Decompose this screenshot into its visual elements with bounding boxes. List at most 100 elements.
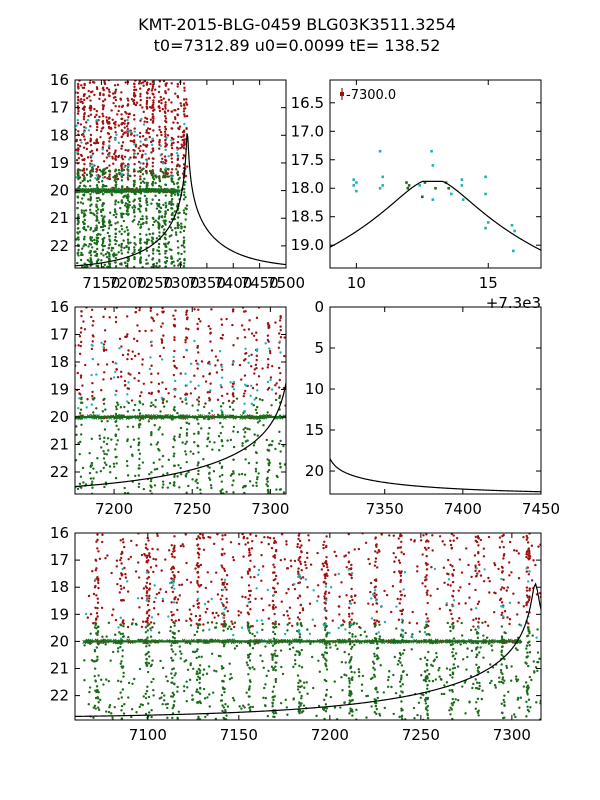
data-point <box>428 633 431 637</box>
data-point <box>248 706 251 710</box>
data-point <box>225 588 228 591</box>
data-point <box>368 562 371 566</box>
data-point <box>179 472 183 476</box>
data-point <box>137 437 140 440</box>
data-point <box>279 351 282 354</box>
data-point <box>184 341 187 344</box>
data-point <box>146 131 149 134</box>
data-point <box>133 236 136 239</box>
data-point <box>122 624 125 628</box>
data-point <box>137 561 140 564</box>
data-point <box>343 701 346 704</box>
data-point <box>134 156 137 159</box>
data-point <box>147 539 150 542</box>
data-point <box>96 576 99 579</box>
data-point <box>375 632 378 635</box>
data-point <box>145 664 149 667</box>
data-point <box>183 191 186 194</box>
data-point <box>472 618 475 622</box>
data-point <box>199 686 202 690</box>
data-point <box>267 363 270 366</box>
data-point <box>219 699 223 702</box>
data-point <box>123 261 127 264</box>
data-point <box>155 207 159 210</box>
data-point <box>119 680 123 683</box>
data-point <box>78 335 82 338</box>
data-point <box>95 219 98 222</box>
data-point <box>348 643 352 646</box>
data-point <box>220 368 224 371</box>
data-point <box>170 586 174 589</box>
data-point <box>126 315 129 318</box>
data-point <box>268 349 272 353</box>
data-point <box>528 587 531 590</box>
data-point <box>133 204 136 207</box>
data-point <box>110 571 113 575</box>
data-point <box>155 264 158 268</box>
data-point <box>185 700 188 703</box>
data-point <box>501 586 504 589</box>
data-point <box>135 623 138 626</box>
data-point <box>179 146 182 150</box>
data-point <box>223 621 226 625</box>
data-point <box>251 705 255 709</box>
data-point <box>157 227 161 230</box>
data-point <box>113 152 116 156</box>
data-point <box>272 563 275 566</box>
data-point <box>133 677 136 681</box>
data-point <box>82 158 86 162</box>
data-point <box>267 444 271 447</box>
data-point <box>101 219 104 223</box>
panel-full-lightcurve: 7150720072507300735074007450750016171819… <box>50 71 305 292</box>
data-point <box>103 485 106 489</box>
data-point <box>225 574 229 577</box>
x-tick-label: 7450 <box>522 500 560 518</box>
data-point <box>151 252 155 255</box>
data-point <box>501 672 504 676</box>
data-point <box>274 578 277 581</box>
data-point <box>122 675 125 678</box>
data-point <box>96 125 99 129</box>
data-point <box>170 146 174 150</box>
data-point <box>83 162 86 166</box>
data-point <box>204 715 207 719</box>
data-point <box>270 388 274 391</box>
data-point <box>274 711 278 715</box>
data-point <box>95 183 99 187</box>
data-point <box>217 435 221 438</box>
data-point <box>125 212 128 215</box>
data-point <box>475 701 478 704</box>
data-point <box>184 397 187 400</box>
data-point <box>220 665 224 668</box>
data-point <box>225 601 229 604</box>
data-point <box>508 540 512 544</box>
data-point <box>155 237 159 240</box>
data-point <box>76 236 79 240</box>
data-point <box>79 376 83 379</box>
data-point <box>84 209 88 212</box>
series-cyan <box>75 117 187 180</box>
data-point <box>411 610 414 614</box>
y-tick-label: 18 <box>50 353 69 371</box>
data-point <box>168 481 172 485</box>
data-point <box>126 199 130 202</box>
data-point <box>145 581 149 584</box>
data-point <box>257 472 260 475</box>
data-point <box>191 698 194 701</box>
data-point <box>173 409 176 412</box>
data-point <box>187 484 190 488</box>
data-point <box>130 399 134 402</box>
data-point <box>183 143 186 146</box>
data-point <box>272 625 275 629</box>
data-point <box>75 425 78 428</box>
data-point <box>177 570 180 574</box>
data-point <box>195 650 198 653</box>
data-point <box>89 137 92 141</box>
data-point <box>280 600 283 603</box>
data-point <box>108 151 111 155</box>
data-point <box>157 217 161 220</box>
y-tick-label: 17 <box>50 99 69 117</box>
data-point <box>285 610 289 613</box>
data-point <box>193 441 196 444</box>
